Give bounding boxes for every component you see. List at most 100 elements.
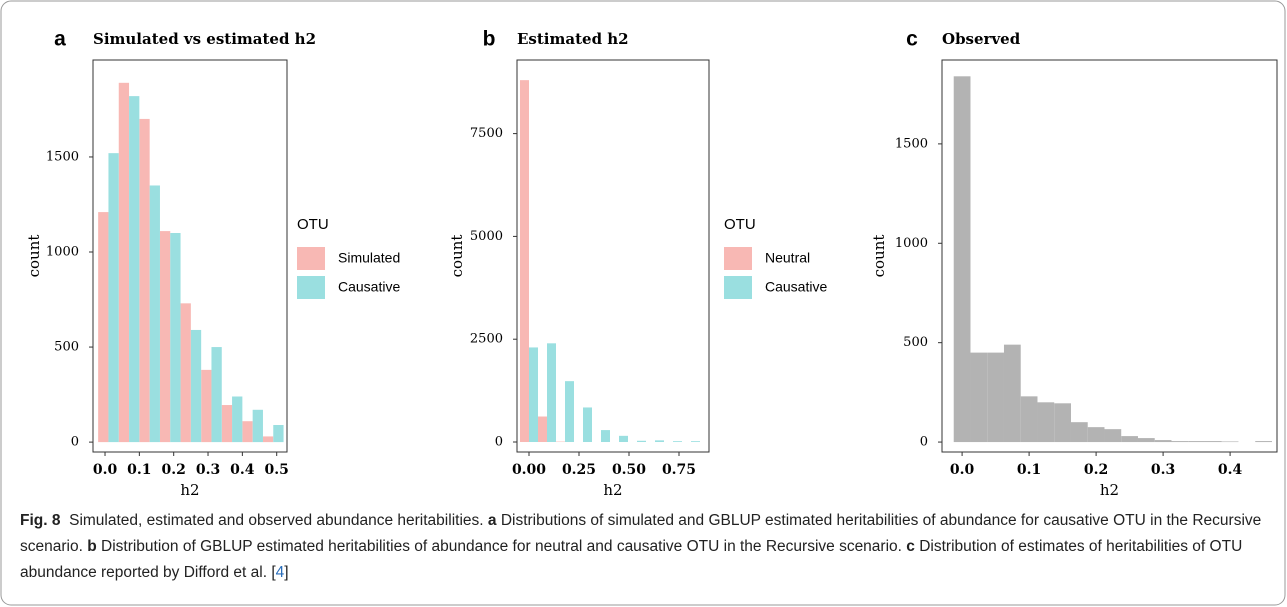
bar [1255, 441, 1272, 443]
bar [529, 347, 538, 443]
plot-frame [941, 59, 1278, 453]
legend-label: Neutral [765, 250, 810, 266]
y-tick-label: 0 [920, 435, 928, 450]
y-tick-label: 500 [54, 340, 79, 355]
bar [970, 352, 988, 443]
y-axis-label: count [448, 235, 466, 278]
bar [190, 329, 202, 443]
legend-title: OTU [724, 216, 756, 233]
bar [987, 352, 1004, 443]
bar [1104, 429, 1122, 443]
x-axis-label: h2 [1100, 481, 1119, 499]
chart-title: Estimated h2 [517, 30, 629, 48]
bar [583, 407, 592, 443]
x-tick-label: 0.0 [950, 462, 975, 478]
bar [149, 185, 160, 443]
bar [1054, 403, 1071, 443]
y-tick-label: 0 [71, 435, 79, 450]
x-tick-label: 0.00 [512, 462, 546, 478]
bar [118, 82, 130, 443]
panel-label: c [906, 28, 918, 51]
x-axis-label: h2 [180, 481, 199, 499]
chart-title: Simulated vs estimated h2 [93, 30, 316, 48]
bar [520, 80, 529, 443]
bar [252, 409, 263, 443]
bar [1121, 436, 1138, 443]
x-tick-label: 0.50 [612, 462, 646, 478]
bar [1137, 438, 1155, 443]
legend-label: Simulated [338, 250, 400, 266]
bar [538, 416, 547, 443]
y-tick-label: 1000 [46, 245, 79, 260]
x-tick-label: 0.4 [1218, 462, 1243, 478]
bar [221, 405, 233, 443]
bar [180, 303, 191, 443]
x-tick-label: 0.25 [562, 462, 596, 478]
bar [1188, 441, 1205, 443]
bar [211, 347, 222, 443]
bar [655, 440, 664, 443]
bar [1171, 441, 1189, 443]
bar [170, 232, 181, 443]
chart-title: Observed [942, 30, 1021, 48]
x-tick-label: 0.3 [196, 462, 220, 478]
y-tick-label: 1500 [46, 149, 79, 164]
reference-link[interactable]: 4 [275, 564, 285, 581]
y-tick-label: 500 [903, 335, 928, 350]
bar [159, 231, 171, 443]
bar [691, 441, 700, 443]
plot-frame [92, 59, 288, 453]
panel-label: b [483, 28, 496, 51]
bar [129, 96, 140, 443]
x-tick-label: 0.1 [127, 462, 151, 478]
plot-frame [516, 59, 710, 453]
caption-title: Simulated, estimated and observed abunda… [69, 512, 484, 529]
caption: Fig. 8 Simulated, estimated and observed… [20, 508, 1270, 586]
bar [98, 212, 109, 443]
x-tick-label: 0.0 [93, 462, 118, 478]
legend-swatch [297, 247, 325, 270]
y-tick-label: 0 [495, 435, 503, 450]
bar [1037, 402, 1055, 443]
bar [1020, 396, 1038, 443]
legend-swatch [724, 276, 752, 299]
bar [139, 118, 150, 443]
y-tick-label: 2500 [470, 332, 503, 347]
bar [637, 440, 646, 443]
y-tick-label: 1500 [895, 136, 928, 151]
bar [262, 436, 274, 443]
bar [601, 430, 610, 443]
y-tick-label: 5000 [470, 229, 503, 244]
part-text: Distribution of GBLUP estimated heritabi… [101, 538, 902, 555]
bar [547, 343, 556, 443]
bar [201, 369, 212, 443]
legend-swatch [297, 276, 325, 299]
y-axis-label: count [25, 235, 43, 278]
bar [565, 381, 574, 443]
bar [619, 435, 628, 443]
y-tick-label: 7500 [470, 126, 503, 141]
caption-label: Fig. 8 [20, 512, 61, 529]
y-axis-label: count [870, 235, 888, 278]
legend-label: Causative [338, 279, 400, 295]
part-text: ] [284, 564, 289, 581]
x-tick-label: 0.1 [1017, 462, 1041, 478]
x-tick-label: 0.3 [1151, 462, 1175, 478]
bar [953, 76, 971, 443]
x-axis-label: h2 [603, 481, 622, 499]
bar [1154, 440, 1172, 443]
part-label: a [487, 512, 497, 529]
part-label: c [906, 538, 915, 555]
legend-swatch [724, 247, 752, 270]
y-tick-label: 1000 [895, 236, 928, 251]
x-tick-label: 0.5 [265, 462, 289, 478]
bar [1003, 344, 1021, 443]
x-tick-label: 0.75 [662, 462, 696, 478]
x-tick-label: 0.2 [1084, 462, 1108, 478]
bar [1070, 422, 1088, 443]
x-tick-label: 0.2 [162, 462, 186, 478]
panel-label: a [54, 28, 66, 51]
